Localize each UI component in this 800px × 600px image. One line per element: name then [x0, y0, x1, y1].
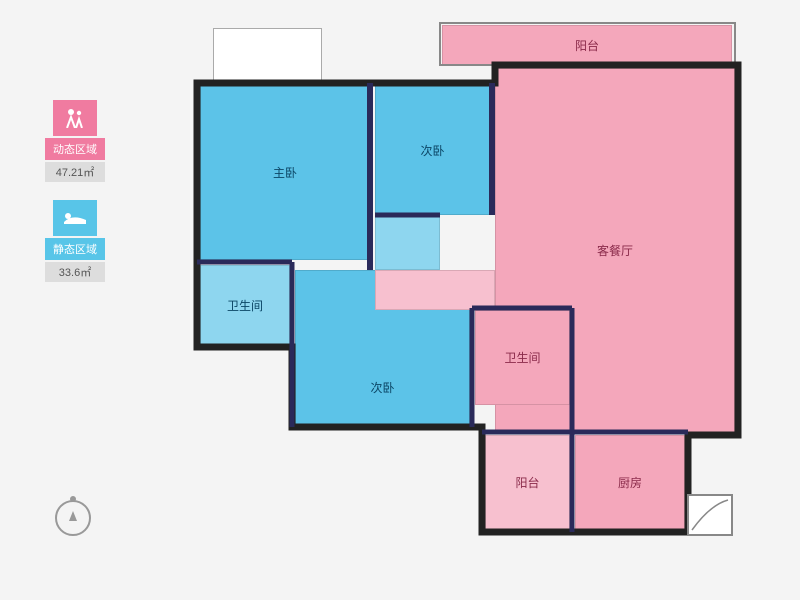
people-icon: [53, 100, 97, 136]
wall-outline: [180, 20, 760, 580]
legend-static-value: 33.6㎡: [45, 262, 105, 282]
legend-dynamic-label: 动态区域: [45, 138, 105, 160]
legend: 动态区域 47.21㎡ 静态区域 33.6㎡: [40, 100, 110, 300]
legend-dynamic-value: 47.21㎡: [45, 162, 105, 182]
compass-icon: [55, 500, 91, 536]
legend-static: 静态区域 33.6㎡: [40, 200, 110, 282]
sleep-icon: [53, 200, 97, 236]
floor-plan: 阳台 客餐厅 主卧 次卧 卫生间 次卧 卫生间 厨房 阳台: [180, 20, 760, 580]
legend-dynamic: 动态区域 47.21㎡: [40, 100, 110, 182]
legend-static-label: 静态区域: [45, 238, 105, 260]
